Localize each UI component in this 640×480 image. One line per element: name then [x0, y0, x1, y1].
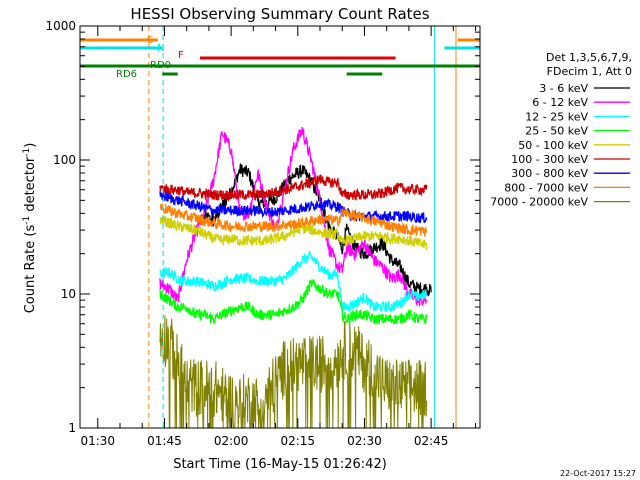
y-tick-label-3: 100: [53, 153, 76, 167]
plot-area: [80, 26, 480, 428]
y-axis-label-sup1: -1: [22, 216, 32, 225]
series-line-4: [159, 278, 428, 326]
flag-label-rd6: RD6: [116, 69, 137, 80]
legend-label-4: 25 - 50 keV: [525, 125, 588, 138]
x-tick-label-3: 02:00: [214, 434, 249, 448]
y-tick-label-4: 1000: [45, 19, 76, 33]
series-line-9: [159, 315, 428, 428]
series-line-5: [159, 215, 428, 250]
x-tick-label-5: 02:30: [347, 434, 382, 448]
legend-header-1: Det 1,3,5,6,7,9,: [546, 51, 632, 64]
legend: Det 1,3,5,6,7,9,FDecim 1, Att 0 3 - 6 keV…: [490, 51, 632, 209]
legend-label-1: 3 - 6 keV: [539, 82, 588, 95]
x-tick-label-4: 02:15: [280, 434, 315, 448]
flag-label-s: S: [147, 35, 153, 46]
legend-label-5: 50 - 100 keV: [518, 139, 588, 152]
y-axis-label-end: ): [23, 143, 38, 148]
chart-title: HESSI Observing Summary Count Rates: [130, 5, 429, 23]
y-axis-label: Count Rate (s-1 detector-1): [22, 143, 38, 314]
legend-label-7: 300 - 800 keV: [511, 167, 588, 180]
series-line-3: [159, 249, 428, 313]
y-axis-label-mid: detector: [23, 156, 38, 216]
legend-label-3: 12 - 25 keV: [525, 110, 588, 123]
series-line-8: [159, 203, 428, 237]
y-tick-label-1: 1: [68, 421, 76, 435]
series-line-6: [159, 174, 428, 202]
y-axis-label-main: Count Rate (s: [23, 225, 38, 314]
legend-label-2: 6 - 12 keV: [532, 96, 588, 109]
x-tick-label-1: 01:30: [80, 434, 115, 448]
x-tick-label-2: 01:45: [147, 434, 182, 448]
plot-frame: [79, 25, 481, 429]
legend-label-9: 7000 - 20000 keV: [490, 196, 588, 209]
axes: 1 10 100 1000 01:30 01:45 02:00 02:15 02:30 02:45: [45, 19, 481, 448]
legend-label-6: 100 - 300 keV: [511, 153, 588, 166]
flag-label-rd0: RD0: [150, 60, 171, 71]
footer-date: 22-Oct-2017 15:27: [560, 469, 636, 478]
legend-label-8: 800 - 7000 keV: [504, 181, 588, 194]
flag-label-n: N: [157, 43, 164, 54]
y-axis-label-sup2: -1: [22, 148, 32, 157]
y-tick-label-2: 10: [61, 287, 76, 301]
legend-header-2: FDecim 1, Att 0: [547, 65, 632, 78]
flag-label-f: F: [178, 50, 184, 61]
x-tick-label-6: 02:45: [414, 434, 449, 448]
x-axis-label: Start Time (16-May-15 01:26:42): [173, 457, 387, 472]
